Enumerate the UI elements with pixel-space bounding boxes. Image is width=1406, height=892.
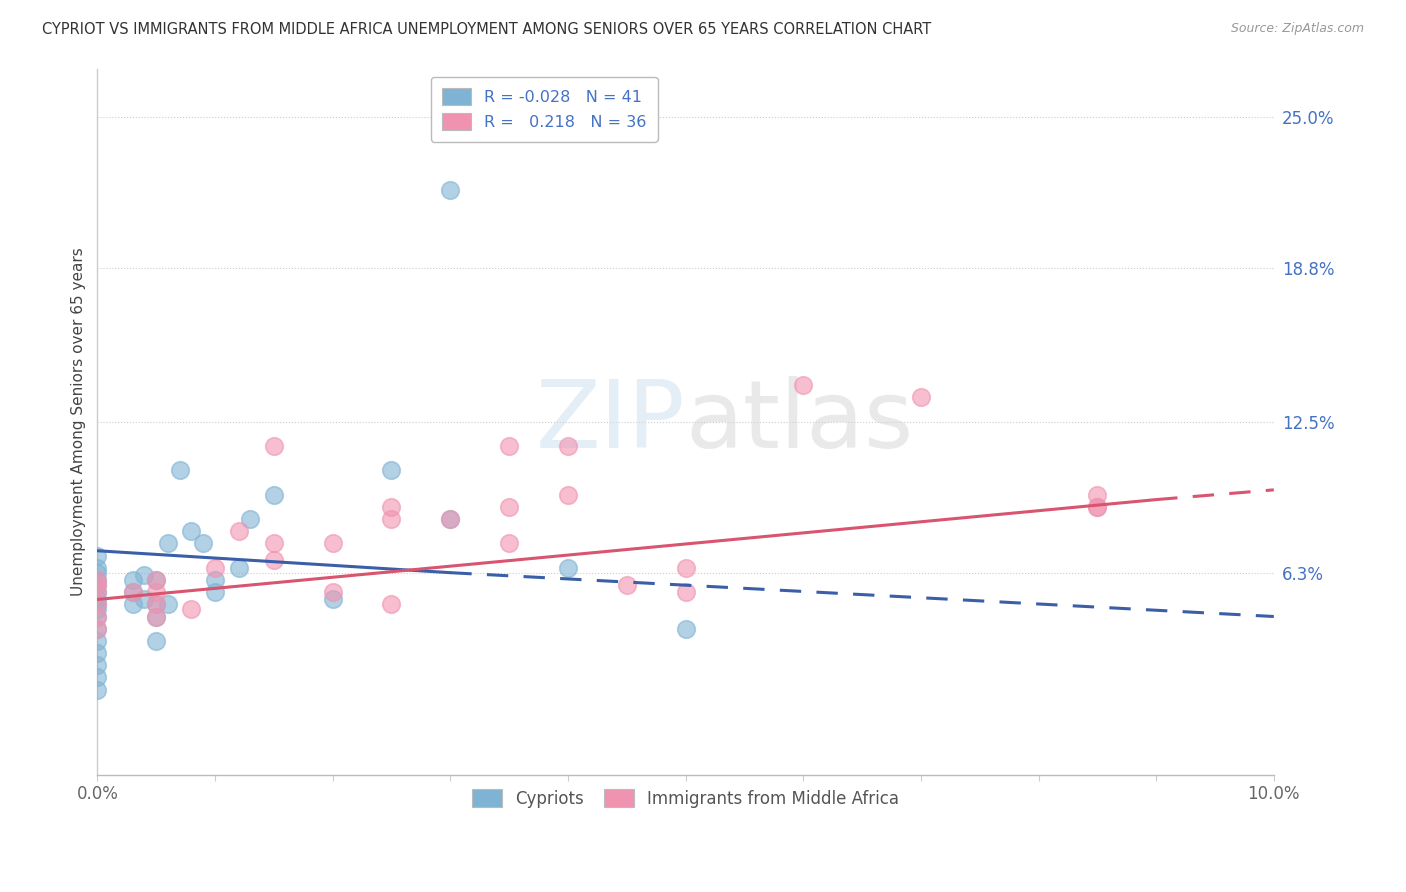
- Point: [180, 524, 202, 539]
- Point: [86, 633, 108, 648]
- Point: [121, 585, 143, 599]
- Point: [910, 390, 932, 404]
- Point: [380, 500, 402, 514]
- Point: [322, 585, 344, 599]
- Text: Source: ZipAtlas.com: Source: ZipAtlas.com: [1230, 22, 1364, 36]
- Point: [86, 549, 108, 563]
- Point: [380, 463, 402, 477]
- Point: [134, 568, 156, 582]
- Point: [792, 378, 814, 392]
- Point: [86, 622, 108, 636]
- Point: [145, 573, 167, 587]
- Point: [86, 597, 108, 611]
- Point: [557, 488, 579, 502]
- Point: [156, 536, 179, 550]
- Point: [86, 622, 108, 636]
- Point: [86, 566, 108, 580]
- Point: [557, 561, 579, 575]
- Legend: Cypriots, Immigrants from Middle Africa: Cypriots, Immigrants from Middle Africa: [464, 780, 908, 816]
- Point: [557, 439, 579, 453]
- Point: [322, 536, 344, 550]
- Point: [86, 597, 108, 611]
- Point: [380, 597, 402, 611]
- Point: [86, 585, 108, 599]
- Point: [239, 512, 262, 526]
- Point: [263, 536, 285, 550]
- Point: [193, 536, 215, 550]
- Point: [263, 488, 285, 502]
- Point: [86, 646, 108, 660]
- Point: [616, 578, 638, 592]
- Point: [1085, 500, 1108, 514]
- Point: [180, 602, 202, 616]
- Point: [263, 553, 285, 567]
- Point: [145, 633, 167, 648]
- Point: [675, 622, 697, 636]
- Point: [145, 597, 167, 611]
- Point: [675, 561, 697, 575]
- Point: [439, 512, 461, 526]
- Point: [134, 592, 156, 607]
- Point: [86, 602, 108, 616]
- Point: [204, 561, 226, 575]
- Point: [1085, 500, 1108, 514]
- Point: [86, 578, 108, 592]
- Point: [498, 500, 520, 514]
- Point: [86, 609, 108, 624]
- Point: [145, 609, 167, 624]
- Point: [228, 561, 250, 575]
- Y-axis label: Unemployment Among Seniors over 65 years: Unemployment Among Seniors over 65 years: [72, 247, 86, 596]
- Point: [145, 597, 167, 611]
- Point: [86, 658, 108, 673]
- Point: [145, 585, 167, 599]
- Point: [263, 439, 285, 453]
- Text: ZIP: ZIP: [536, 376, 686, 467]
- Point: [145, 573, 167, 587]
- Point: [121, 573, 143, 587]
- Point: [86, 585, 108, 599]
- Point: [322, 592, 344, 607]
- Point: [380, 512, 402, 526]
- Point: [498, 536, 520, 550]
- Point: [86, 682, 108, 697]
- Point: [439, 512, 461, 526]
- Point: [121, 597, 143, 611]
- Point: [86, 578, 108, 592]
- Point: [86, 670, 108, 684]
- Point: [145, 609, 167, 624]
- Point: [86, 609, 108, 624]
- Point: [121, 585, 143, 599]
- Point: [86, 573, 108, 587]
- Point: [86, 561, 108, 575]
- Point: [228, 524, 250, 539]
- Point: [439, 183, 461, 197]
- Point: [675, 585, 697, 599]
- Point: [204, 585, 226, 599]
- Point: [86, 592, 108, 607]
- Text: CYPRIOT VS IMMIGRANTS FROM MIDDLE AFRICA UNEMPLOYMENT AMONG SENIORS OVER 65 YEAR: CYPRIOT VS IMMIGRANTS FROM MIDDLE AFRICA…: [42, 22, 931, 37]
- Point: [156, 597, 179, 611]
- Point: [1085, 488, 1108, 502]
- Point: [498, 439, 520, 453]
- Point: [204, 573, 226, 587]
- Point: [169, 463, 191, 477]
- Point: [86, 573, 108, 587]
- Text: atlas: atlas: [686, 376, 914, 467]
